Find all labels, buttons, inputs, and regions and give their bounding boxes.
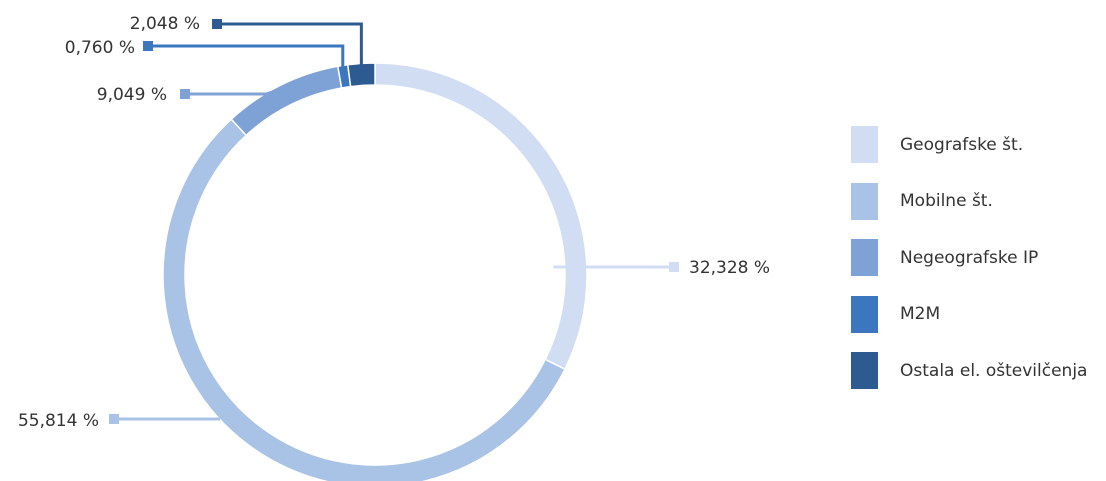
leader-line-m2m [148,44,345,73]
leader-line-ostala [217,22,363,67]
donut-slice-mobilne [162,118,566,481]
value-label-geografske: 32,328 % [689,258,770,278]
legend-swatch [851,352,878,389]
legend-swatch [851,182,878,220]
legend-label: Mobilne št. [900,191,993,211]
leader-marker-m2m [143,41,153,51]
legend-item-ostala: Ostala el. oštevilčenja [851,352,1106,389]
legend-label: Ostala el. oštevilčenja [900,360,1088,381]
value-label-mobilne: 55,814 % [18,411,99,431]
value-labels: 32,328 % 55,814 % 9,049 % 0,760 % 2,048 … [18,14,770,431]
legend-swatch [851,239,878,276]
legend: Geografske št. Mobilne št. Negeografske … [851,126,1106,409]
leader-lines [109,19,679,424]
leader-marker-negeografske [180,89,190,99]
value-label-negeografske: 9,049 % [97,85,167,105]
donut-slice-negeografske [230,65,343,137]
donut-slices [162,62,588,481]
legend-item-negeografske: Negeografske IP [851,239,1106,276]
value-label-m2m: 0,760 % [65,38,135,58]
legend-item-mobilne: Mobilne št. [851,182,1106,220]
leader-marker-geografske [669,262,679,272]
legend-item-m2m: M2M [851,295,1106,333]
donut-slice-geografske [374,62,588,371]
leader-marker-mobilne [109,414,119,424]
leader-marker-ostala [212,19,222,29]
leader-line-negeografske [185,87,283,96]
legend-label: Negeografske IP [900,247,1039,268]
legend-swatch [851,295,878,333]
legend-swatch [851,126,878,163]
donut-slice-ostala [346,62,376,88]
value-label-ostala: 2,048 % [130,14,200,34]
legend-label: M2M [900,304,941,324]
legend-item-geografske: Geografske št. [851,126,1106,163]
legend-label: Geografske št. [900,134,1024,155]
